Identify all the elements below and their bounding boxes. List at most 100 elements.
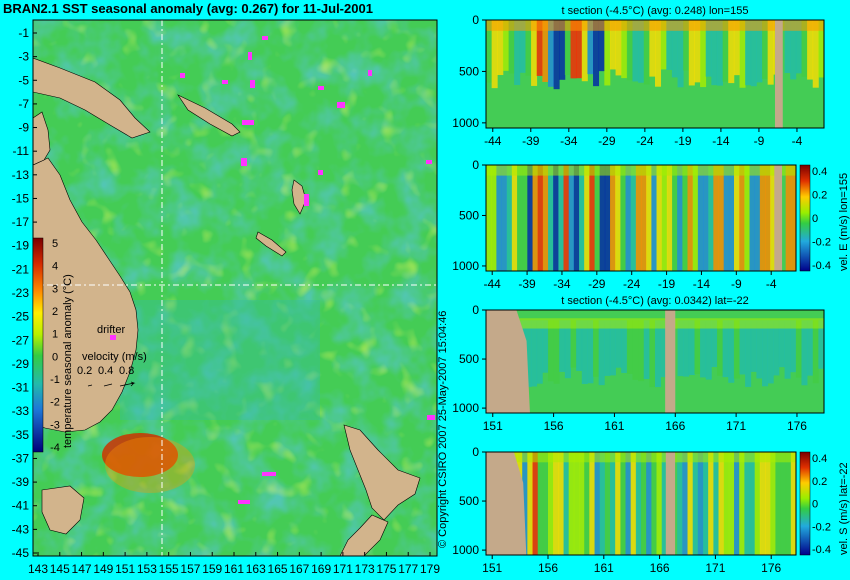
section-column (553, 320, 560, 384)
legend-velocity-value-1: 0.2 (77, 365, 92, 377)
velocity-colorbar-tick: -0.4 (812, 260, 831, 272)
section-column (584, 165, 590, 271)
section-column (519, 20, 526, 73)
section-column (630, 452, 637, 555)
section-column (807, 320, 814, 376)
section-column (532, 165, 539, 271)
drifter-marker (180, 73, 185, 78)
lon-tick-label: 167 (289, 562, 309, 576)
section-column (767, 20, 774, 85)
section-column (542, 452, 549, 555)
section-frame (485, 451, 797, 556)
section-column (682, 165, 688, 271)
section-column (563, 452, 570, 555)
lon-tick-label: 173 (355, 562, 375, 576)
velocity-colorbar-tick: 0.4 (812, 166, 827, 178)
section-y-tick-label: 0 (472, 158, 479, 172)
section-panel-vele-lon155: 0 500 1000 -44 -39 -34 -29 -24 -19 -14 -9 -4 0.4 0.2 0… (452, 158, 850, 291)
lat-tick-label: -5 (18, 73, 29, 87)
velocity-colorbar-label: vel. S (m/s) lat=-22 (838, 462, 850, 555)
section-column (795, 20, 802, 74)
section-column (728, 165, 735, 271)
drifter-marker (242, 120, 254, 125)
section-column (734, 165, 740, 271)
section-column (604, 165, 611, 271)
section-column (548, 452, 554, 555)
section-column (784, 320, 791, 379)
section-column (677, 452, 683, 555)
section-column (486, 20, 493, 83)
section-column (767, 320, 774, 384)
section-column (542, 20, 549, 82)
section-column (632, 320, 639, 380)
section-column (594, 452, 601, 555)
lat-tick-label: -29 (12, 357, 30, 371)
lat-tick-label: -19 (12, 239, 30, 253)
section-column (677, 20, 684, 88)
temperature-colorbar-tick: 5 (52, 238, 58, 250)
section-x-tick-label: -34 (553, 277, 571, 291)
section-y-tick-label: 1000 (452, 543, 479, 557)
section-column (818, 20, 825, 78)
lat-tick-label: -27 (12, 333, 30, 347)
section-x-tick-label: 176 (761, 561, 781, 575)
section-column (682, 452, 688, 555)
section-column (655, 20, 662, 87)
section-column (511, 165, 518, 271)
temperature-colorbar-tick: 0 (52, 351, 58, 363)
section-column (610, 165, 616, 271)
temperature-colorbar: 5 4 3 2 1 0 -1 -2 -3 -4 temperature seasonal anom… (32, 237, 74, 454)
section-panel-temp-lat-22: t section (-4.5°C) (avg: 0.0342) lat=-22… (452, 295, 825, 433)
section-column (599, 165, 606, 271)
section-column (697, 165, 704, 271)
lat-tick-label: -35 (12, 428, 30, 442)
section-column (723, 452, 730, 555)
drifter-marker (238, 500, 250, 504)
map-lat-axis: -1 -3 -5 -7 -9 -11 -13 -15 -17 -19 -21 -23 -25 -27 -29… (12, 26, 37, 560)
section-column (584, 452, 590, 555)
section-y-tick-label: 500 (459, 64, 479, 78)
map-lon-axis: 143 145 147 149 151 153 155 157 159 161 163 165 167 1… (28, 552, 440, 576)
section-column (754, 452, 761, 555)
section-column (564, 320, 571, 379)
section-column (525, 20, 532, 76)
section-column (514, 20, 521, 86)
section-column (708, 452, 714, 555)
lat-tick-label: -21 (12, 262, 30, 276)
section-column (756, 20, 763, 83)
section-column (722, 320, 729, 378)
section-column (570, 320, 577, 368)
section-column (666, 20, 673, 70)
velocity-colorbar-tick: -0.2 (812, 237, 831, 249)
section-land-strip (665, 452, 676, 555)
section-column (759, 452, 766, 555)
land-cape-york (33, 111, 51, 166)
section-column (522, 452, 528, 555)
section-column (700, 20, 707, 88)
section-title: t section (-4.5°C) (avg: 0.248) lon=155 (562, 5, 749, 17)
section-column (703, 165, 709, 271)
section-column (626, 20, 633, 81)
lon-tick-label: 153 (137, 562, 157, 576)
section-column (801, 320, 808, 386)
section-column (677, 165, 683, 271)
section-land-strip (665, 310, 676, 413)
lat-tick-label: -17 (12, 215, 30, 229)
section-column (486, 165, 492, 271)
lon-tick-label: 171 (333, 562, 353, 576)
section-column (785, 165, 792, 271)
section-column (563, 165, 570, 271)
land-new-caledonia (255, 231, 287, 257)
section-x-tick-label: 171 (705, 561, 725, 575)
section-column (756, 320, 763, 379)
section-column (537, 165, 544, 271)
lon-tick-label: 145 (50, 562, 70, 576)
velocity-colorbar-scale (799, 451, 811, 556)
lat-tick-label: -25 (12, 310, 30, 324)
section-column (593, 320, 600, 377)
section-column (785, 452, 792, 555)
copyright-stamp: © Copyright CSIRO 2007 25-May-2007 15:04… (437, 311, 449, 548)
section-column (496, 165, 502, 271)
lon-tick-label: 147 (72, 562, 92, 576)
lon-tick-label: 163 (246, 562, 266, 576)
